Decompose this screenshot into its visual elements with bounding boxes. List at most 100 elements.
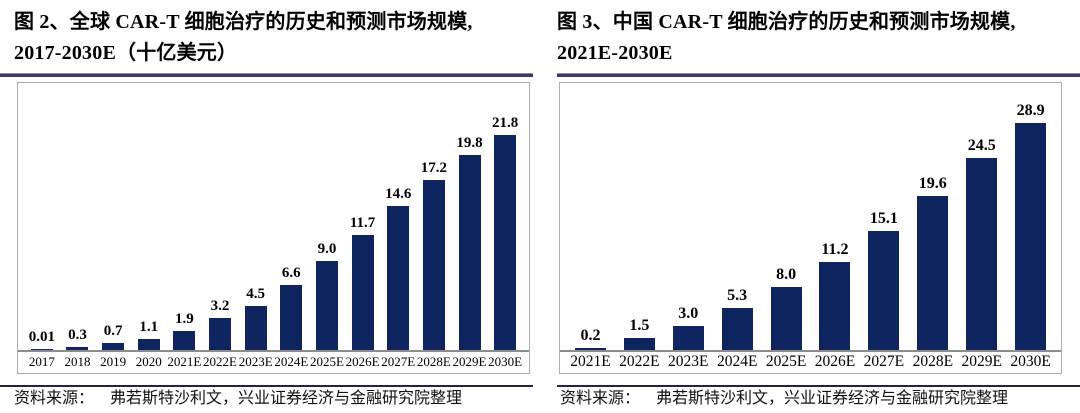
bar [422, 180, 445, 350]
x-axis-tick-label: 2021E [570, 353, 611, 370]
title-divider [0, 73, 533, 77]
bar-value-label: 28.9 [1016, 102, 1045, 119]
bar-value-label: 5.3 [727, 287, 748, 304]
x-axis-tick-label: 2028E [912, 353, 954, 370]
bar [387, 206, 410, 350]
bar-slot: 3.0 [664, 305, 713, 350]
figure-2-title-line2: 2017-2030E（十亿美元） [14, 42, 238, 64]
x-axis-labels: 2017 2018 2019 2020 2021E 2022E 2023E 2024E 2025… [18, 352, 529, 373]
figure-3-panel: 图 3、中国 CAR-T 细胞治疗的历史和预测市场规模, 2021E-2030E… [557, 0, 1080, 413]
bar-slot: 0.7 [95, 323, 131, 350]
bar-value-label: 11.2 [821, 241, 849, 258]
x-axis-tick-label: 2027E [863, 353, 905, 370]
bar-slot: 24.5 [957, 137, 1006, 350]
figure-3-chart-frame: 0.2 1.5 3.0 5.3 8.0 11.2 15.1 19.6 24.5 28.9 2021… [559, 82, 1062, 374]
bar [721, 308, 753, 350]
bar [66, 347, 89, 350]
x-axis-tick-label: 2022E [619, 353, 660, 370]
bar-value-label: 1.9 [175, 311, 194, 327]
bar-slot: 28.9 [1006, 102, 1055, 350]
title-divider [557, 73, 1080, 77]
figure-3-title-line1: 图 3、中国 CAR-T 细胞治疗的历史和预测市场规模, [557, 11, 1016, 33]
x-axis-tick-label: 2024E [274, 354, 309, 369]
bar-slot: 21.8 [487, 115, 523, 350]
bar-chart-global-cart: 0.01 0.3 0.7 1.1 1.9 3.2 4.5 6.6 9.0 11.7 14.6 17.2… [18, 83, 529, 373]
source-text: 弗若斯特沙利文，兴业证券经济与金融研究院整理 [656, 390, 1009, 407]
bar-slot: 1.1 [131, 319, 167, 350]
bar [351, 235, 374, 350]
bar-chart-china-cart: 0.2 1.5 3.0 5.3 8.0 11.2 15.1 19.6 24.5 28.9 2021… [560, 83, 1061, 373]
bar [1015, 123, 1047, 350]
bar-slot: 14.6 [380, 186, 416, 350]
bar [458, 155, 481, 350]
bar-value-label: 19.6 [918, 175, 947, 192]
bar-value-label: 1.5 [629, 317, 650, 334]
figure-2-title: 图 2、全球 CAR-T 细胞治疗的历史和预测市场规模, 2017-2030E（… [14, 7, 526, 69]
figure-2-source-note: 资料来源： 弗若斯特沙利文，兴业证券经济与金融研究院整理 [14, 389, 462, 408]
bar [623, 338, 655, 350]
bar-value-label: 19.8 [456, 135, 483, 151]
x-axis-tick-label: 2030E [488, 354, 523, 369]
x-axis-tick-label: 2030E [1010, 353, 1051, 370]
bar [494, 135, 517, 350]
bar [315, 261, 338, 350]
bar-slot: 15.1 [859, 210, 908, 350]
bar-value-label: 15.1 [869, 210, 898, 227]
x-axis-labels: 2021E 2022E 2023E 2024E 2025E 2026E 2027E 2028E… [560, 352, 1061, 373]
bar-slot: 11.2 [811, 241, 860, 350]
source-label: 资料来源： [14, 390, 95, 407]
source-divider [557, 385, 1080, 387]
source-divider [0, 385, 533, 387]
bar-value-label: 14.6 [385, 186, 412, 202]
figure-3-title: 图 3、中国 CAR-T 细胞治疗的历史和预测市场规模, 2021E-2030E [557, 7, 1072, 69]
bar [30, 349, 53, 350]
bar [917, 196, 949, 350]
bar-slot: 9.0 [309, 241, 345, 350]
x-axis-tick-label: 2017 [28, 354, 55, 369]
bar-value-label: 0.7 [103, 323, 123, 339]
bar-slot: 3.2 [202, 298, 238, 350]
x-axis-tick-label: 2027E [381, 354, 416, 369]
bar [280, 285, 303, 350]
x-axis-tick-label: 2026E [345, 354, 380, 369]
bar-slot: 19.6 [908, 175, 957, 350]
bar-value-label: 3.2 [210, 298, 230, 314]
bars-area: 0.2 1.5 3.0 5.3 8.0 11.2 15.1 19.6 24.5 28.9 [560, 83, 1061, 352]
bar-value-label: 11.7 [349, 215, 376, 231]
bar-value-label: 0.3 [68, 327, 87, 343]
figure-2-panel: 图 2、全球 CAR-T 细胞治疗的历史和预测市场规模, 2017-2030E（… [0, 0, 533, 413]
bar-slot: 6.6 [273, 265, 309, 350]
bar-slot: 0.2 [566, 327, 615, 350]
x-axis-tick-label: 2025E [765, 353, 807, 370]
bar [770, 287, 802, 350]
x-axis-tick-label: 2022E [203, 354, 237, 369]
figure-3-title-line2: 2021E-2030E [557, 42, 673, 64]
bar-value-label: 6.6 [281, 265, 301, 281]
bar-slot: 5.3 [713, 287, 762, 350]
bar-slot: 11.7 [345, 215, 381, 350]
x-axis-tick-label: 2018 [64, 354, 91, 369]
source-text: 弗若斯特沙利文，兴业证券经济与金融研究院整理 [110, 390, 463, 407]
x-axis-tick-label: 2024E [716, 353, 758, 370]
x-axis-tick-label: 2029E [452, 354, 487, 369]
bar-value-label: 0.01 [28, 329, 55, 345]
bar-value-label: 9.0 [317, 241, 337, 257]
x-axis-tick-label: 2019 [100, 354, 127, 369]
bar [819, 262, 851, 350]
bar-value-label: 4.5 [246, 286, 266, 302]
x-axis-tick-label: 2023E [668, 353, 709, 370]
figure-2-title-line1: 图 2、全球 CAR-T 细胞治疗的历史和预测市场规模, [14, 11, 473, 33]
bar-slot: 8.0 [762, 266, 811, 350]
bar-value-label: 1.1 [139, 319, 159, 335]
bar-value-label: 3.0 [678, 305, 699, 322]
bar-value-label: 8.0 [776, 266, 797, 283]
source-label: 资料来源： [560, 390, 641, 407]
bar-value-label: 0.2 [580, 327, 601, 344]
bar [574, 348, 606, 350]
bar-slot: 17.2 [416, 160, 452, 350]
bar-slot: 19.8 [452, 135, 488, 350]
bar-value-label: 17.2 [420, 160, 447, 176]
bar-slot: 0.01 [24, 329, 60, 350]
x-axis-tick-label: 2029E [961, 353, 1002, 370]
